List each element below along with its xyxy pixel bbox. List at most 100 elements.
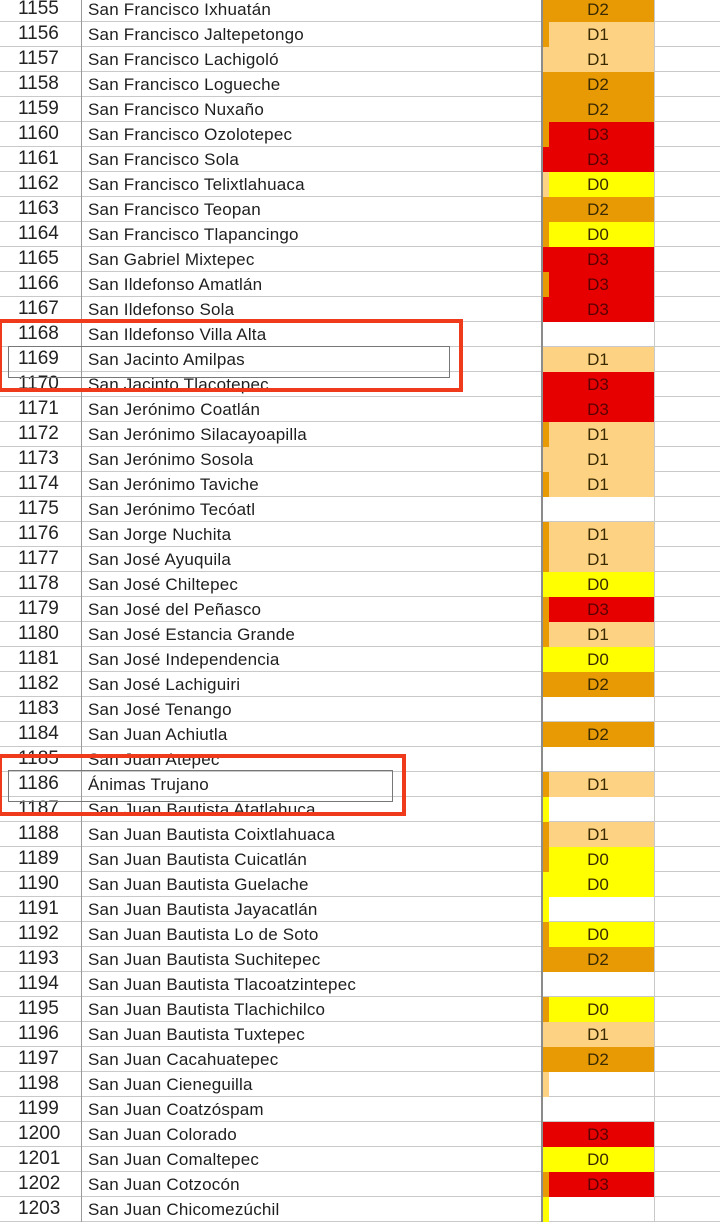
drought-category-cell: D1 <box>542 22 654 47</box>
table-row: 1173 San Jerónimo Sosola D1 <box>0 447 720 472</box>
column-separator <box>654 172 655 197</box>
drought-category-cell: D3 <box>542 247 654 272</box>
prior-category-strip <box>542 1197 549 1222</box>
row-number: 1200 <box>0 1122 82 1147</box>
municipality-name: San Juan Chicomezúchil <box>88 1197 280 1222</box>
municipality-name: San Juan Bautista Coixtlahuaca <box>88 822 335 847</box>
column-separator <box>541 1097 543 1122</box>
table-row: 1179 San José del Peñasco D3 <box>0 597 720 622</box>
drought-category-cell <box>542 1197 654 1222</box>
municipality-name: San Juan Bautista Cuicatlán <box>88 847 307 872</box>
column-separator <box>654 322 655 347</box>
prior-category-strip <box>542 322 549 347</box>
table-row: 1157 San Francisco Lachigoló D1 <box>0 47 720 72</box>
table-row: 1161 San Francisco Sola D3 <box>0 147 720 172</box>
table-row: 1171 San Jerónimo Coatlán D3 <box>0 397 720 422</box>
municipality-name: San Gabriel Mixtepec <box>88 247 255 272</box>
drought-category-cell: D0 <box>542 172 654 197</box>
row-number: 1161 <box>0 147 82 172</box>
municipality-name: San Juan Coatzóspam <box>88 1097 264 1122</box>
drought-category-cell: D3 <box>542 1122 654 1147</box>
column-separator <box>541 1122 543 1147</box>
prior-category-strip <box>542 522 549 547</box>
row-number: 1179 <box>0 597 82 622</box>
municipality-name: San Juan Bautista Guelache <box>88 872 309 897</box>
row-number: 1188 <box>0 822 82 847</box>
column-separator <box>541 1047 543 1072</box>
table-row: 1203 San Juan Chicomezúchil <box>0 1197 720 1222</box>
prior-category-strip <box>542 222 549 247</box>
column-separator <box>654 872 655 897</box>
table-row: 1189 San Juan Bautista Cuicatlán D0 <box>0 847 720 872</box>
column-separator <box>541 872 543 897</box>
table-row: 1172 San Jerónimo Silacayoapilla D1 <box>0 422 720 447</box>
column-separator <box>541 972 543 997</box>
prior-category-strip <box>542 847 549 872</box>
drought-category-cell: D3 <box>542 122 654 147</box>
municipality-name: San Juan Bautista Tlacoatzintepec <box>88 972 356 997</box>
table-row: 1199 San Juan Coatzóspam <box>0 1097 720 1122</box>
column-separator <box>541 597 543 622</box>
table-row: 1193 San Juan Bautista Suchitepec D2 <box>0 947 720 972</box>
drought-category-cell: D1 <box>542 447 654 472</box>
prior-category-strip <box>542 947 549 972</box>
municipality-name: San Juan Cieneguilla <box>88 1072 253 1097</box>
column-separator <box>654 972 655 997</box>
column-separator <box>654 472 655 497</box>
drought-category-cell <box>542 497 654 522</box>
drought-category-cell <box>542 897 654 922</box>
column-separator <box>541 547 543 572</box>
column-separator <box>654 272 655 297</box>
drought-category-cell: D2 <box>542 672 654 697</box>
drought-category-cell <box>542 1072 654 1097</box>
column-separator <box>541 447 543 472</box>
column-separator <box>654 1172 655 1197</box>
prior-category-strip <box>542 22 549 47</box>
table-row: 1197 San Juan Cacahuatepec D2 <box>0 1047 720 1072</box>
row-number: 1157 <box>0 47 82 72</box>
prior-category-strip <box>542 647 549 672</box>
municipality-name: San Jerónimo Tecóatl <box>88 497 255 522</box>
column-separator <box>541 1147 543 1172</box>
table-row: 1200 San Juan Colorado D3 <box>0 1122 720 1147</box>
row-number: 1193 <box>0 947 82 972</box>
prior-category-strip <box>542 197 549 222</box>
column-separator <box>541 497 543 522</box>
column-separator <box>541 647 543 672</box>
column-separator <box>654 547 655 572</box>
drought-category-cell: D1 <box>542 1022 654 1047</box>
column-separator <box>654 622 655 647</box>
column-separator <box>654 1022 655 1047</box>
table-row: 1166 San Ildefonso Amatlán D3 <box>0 272 720 297</box>
row-number: 1190 <box>0 872 82 897</box>
row-number: 1178 <box>0 572 82 597</box>
row-number: 1181 <box>0 647 82 672</box>
prior-category-strip <box>542 97 549 122</box>
table-row: 1165 San Gabriel Mixtepec D3 <box>0 247 720 272</box>
column-separator <box>654 247 655 272</box>
prior-category-strip <box>542 1072 549 1097</box>
column-separator <box>654 947 655 972</box>
drought-category-cell: D1 <box>542 47 654 72</box>
municipality-name: San Juan Cacahuatepec <box>88 1047 278 1072</box>
column-separator <box>541 72 543 97</box>
prior-category-strip <box>542 497 549 522</box>
prior-category-strip <box>542 622 549 647</box>
municipality-name: San Francisco Sola <box>88 147 239 172</box>
column-separator <box>541 797 543 822</box>
table-row: 1202 San Juan Cotzocón D3 <box>0 1172 720 1197</box>
municipality-name: San Jerónimo Sosola <box>88 447 253 472</box>
table-row: 1158 San Francisco Logueche D2 <box>0 72 720 97</box>
column-separator <box>541 197 543 222</box>
column-separator <box>541 247 543 272</box>
drought-category-cell: D1 <box>542 347 654 372</box>
drought-category-cell: D0 <box>542 872 654 897</box>
prior-category-strip <box>542 1122 549 1147</box>
drought-category-cell: D0 <box>542 222 654 247</box>
row-number: 1158 <box>0 72 82 97</box>
municipality-name: San Francisco Ixhuatán <box>88 0 271 22</box>
row-number: 1195 <box>0 997 82 1022</box>
row-number: 1171 <box>0 397 82 422</box>
prior-category-strip <box>542 297 549 322</box>
row-number: 1160 <box>0 122 82 147</box>
